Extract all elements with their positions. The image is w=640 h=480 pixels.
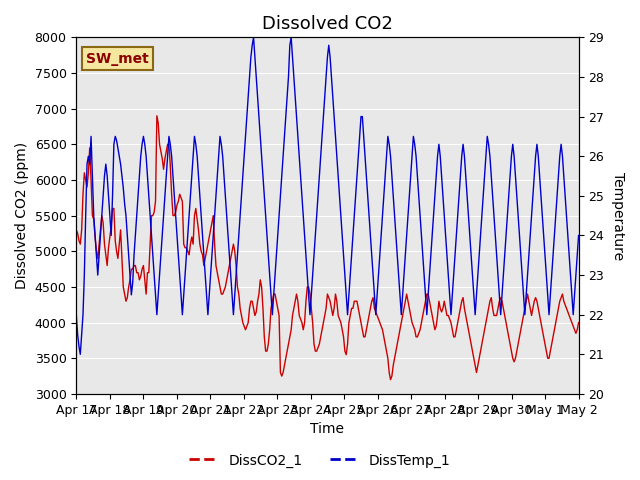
Text: SW_met: SW_met <box>86 51 149 66</box>
Y-axis label: Temperature: Temperature <box>611 171 625 260</box>
Legend: DissCO2_1, DissTemp_1: DissCO2_1, DissTemp_1 <box>184 448 456 473</box>
X-axis label: Time: Time <box>310 422 344 436</box>
Y-axis label: Dissolved CO2 (ppm): Dissolved CO2 (ppm) <box>15 142 29 289</box>
Title: Dissolved CO2: Dissolved CO2 <box>262 15 393 33</box>
